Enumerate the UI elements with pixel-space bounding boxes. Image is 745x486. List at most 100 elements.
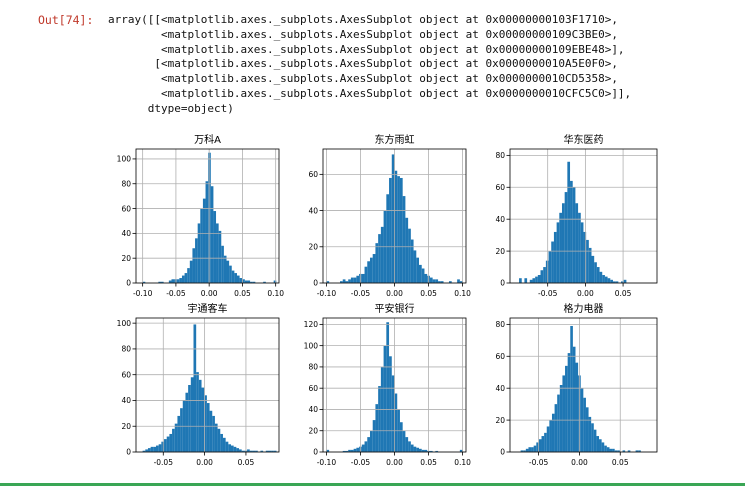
histogram-bar [386, 322, 390, 452]
histogram-bar [142, 281, 146, 283]
histogram-bar [164, 439, 167, 452]
histogram-bar [247, 449, 250, 452]
histogram-bar [623, 279, 627, 283]
histogram-bar [172, 428, 175, 452]
histogram-bar [614, 450, 618, 452]
y-tick-label: 60 [495, 352, 505, 361]
histogram-bar [350, 449, 354, 452]
histogram-bar [234, 273, 237, 283]
histogram-bar [250, 281, 253, 283]
histogram-bar [617, 450, 620, 452]
histogram-bar [421, 268, 425, 283]
histogram-bar [391, 154, 395, 283]
histogram-bar [345, 450, 349, 452]
histogram-bar [193, 324, 197, 452]
histogram-bar [540, 270, 544, 283]
histogram-bar [210, 186, 214, 283]
histogram-bar [585, 407, 589, 452]
histogram-bar [575, 362, 579, 452]
histogram-bar [190, 377, 194, 452]
axes-frame [135, 317, 280, 453]
histogram-bar [184, 273, 188, 283]
subplot-5: -0.10 -0.05 0.00 0.05 0.10 0 20 40 60 80 100 120 平安银… [304, 302, 471, 467]
histogram-bar [580, 222, 584, 283]
y-tick-label: 80 [121, 345, 131, 354]
histogram-bar [410, 444, 414, 452]
histogram-bar [378, 386, 381, 452]
histogram-bar [583, 397, 586, 452]
histogram-bar [601, 442, 605, 452]
histogram-bar [161, 281, 164, 283]
histogram-bar [195, 238, 198, 283]
histogram-bar [252, 281, 256, 283]
histogram-bar [185, 392, 189, 452]
histogram-bar [198, 379, 202, 452]
histogram-bar [356, 447, 360, 452]
y-tick-label: 60 [121, 204, 131, 213]
histogram-bar [533, 445, 537, 452]
x-tick-label: 0.00 [196, 458, 213, 467]
histogram-bar [249, 450, 253, 452]
histogram-bar [372, 420, 376, 452]
x-tick-label: -0.10 [317, 458, 337, 467]
histogram-bar [459, 281, 463, 283]
histogram-bar [378, 234, 381, 283]
histogram-bar [169, 433, 173, 452]
histogram-bar [448, 281, 452, 283]
histogram-bar [435, 279, 439, 283]
histogram-bar [545, 260, 549, 283]
y-tick-label: 20 [308, 242, 318, 251]
histogram-bar [252, 450, 256, 452]
y-tick-label: 0 [313, 448, 318, 457]
histogram-bar [424, 449, 428, 452]
histogram-bar [142, 450, 146, 452]
x-tick-label: 0.10 [454, 458, 471, 467]
histogram-bar [168, 280, 172, 283]
histogram-bar [174, 279, 177, 283]
y-tick-label: 80 [495, 151, 505, 160]
histogram-bar [607, 278, 611, 283]
histogram-bar [591, 423, 594, 452]
histogram-bar [544, 432, 547, 452]
histogram-bar [217, 428, 221, 452]
histogram-bar [342, 279, 346, 283]
histogram-bar [177, 415, 181, 452]
histogram-bar [263, 281, 266, 283]
x-tick-label: -0.05 [166, 289, 186, 298]
histogram-bar [273, 280, 277, 283]
histogram-bar [342, 450, 346, 452]
histogram-bar [187, 268, 190, 283]
x-tick-label: 0.10 [267, 289, 284, 298]
histogram-bar [158, 281, 161, 283]
x-tick-label: 0.10 [454, 289, 471, 298]
histogram-bar [575, 203, 579, 283]
histogram-bar [567, 161, 571, 283]
histogram-bar [627, 450, 631, 452]
histogram-bar [586, 239, 589, 283]
histogram-bar [572, 346, 576, 452]
histogram-bar [572, 187, 576, 283]
histogram-bar [231, 270, 235, 283]
histogram-bar [212, 415, 215, 452]
histogram-bar [180, 408, 183, 452]
histogram-bar [345, 281, 349, 283]
y-tick-label: 0 [313, 279, 318, 288]
x-tick-label: 0.05 [234, 289, 251, 298]
histogram-bar [348, 449, 351, 452]
y-tick-label: 60 [121, 370, 131, 379]
y-tick-label: 20 [121, 422, 131, 431]
histogram-bar [583, 231, 587, 283]
histogram-bar [519, 278, 522, 283]
output-text: array([[<matplotlib.axes._subplots.AxesS… [108, 13, 632, 115]
histogram-bar [559, 385, 563, 452]
histogram-bar [546, 426, 550, 452]
x-tick-label: -0.05 [351, 458, 371, 467]
histogram-bar [556, 222, 560, 283]
histogram-bar [596, 436, 600, 452]
histogram-bar [394, 170, 398, 283]
histogram-bar [223, 255, 227, 283]
y-tick-label: 40 [121, 396, 131, 405]
histogram-bar [405, 217, 409, 283]
histogram-bar [145, 449, 148, 452]
